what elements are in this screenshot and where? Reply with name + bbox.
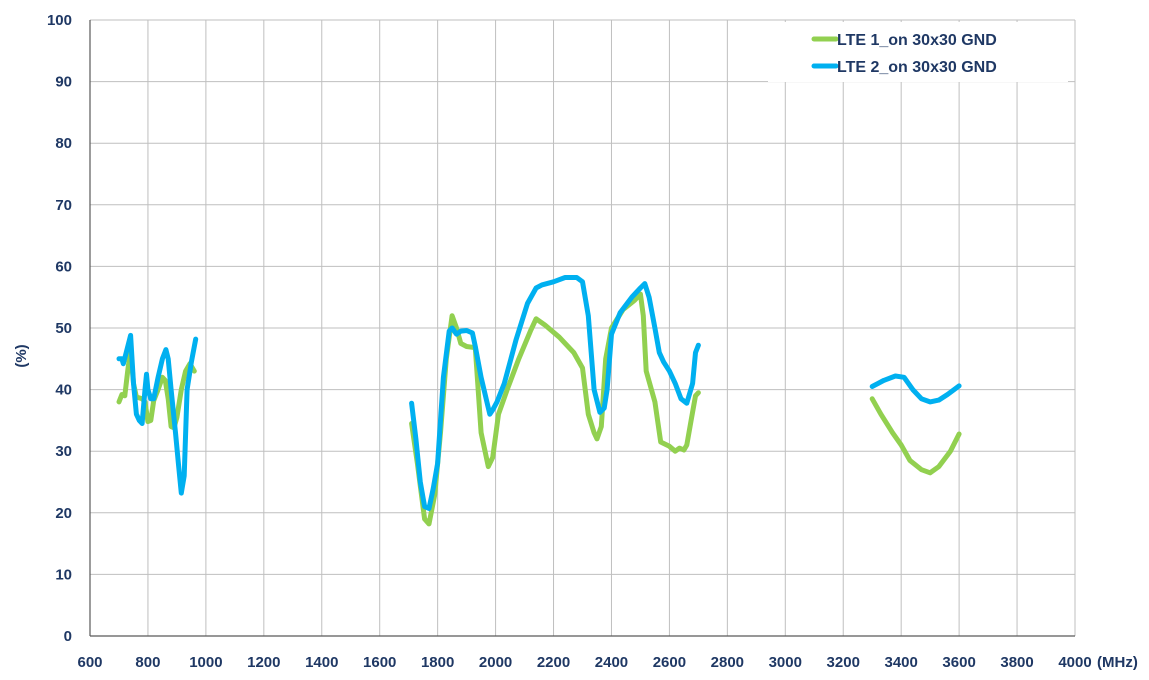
x-tick-label: 1200 — [247, 654, 280, 671]
x-tick-label: 3800 — [1000, 654, 1033, 671]
y-tick-label: 0 — [64, 628, 72, 645]
x-tick-label: 1800 — [421, 654, 454, 671]
y-tick-label: 60 — [55, 258, 72, 275]
x-tick-label: 3000 — [769, 654, 802, 671]
x-tick-label: 3400 — [884, 654, 917, 671]
x-tick-label: 1400 — [305, 654, 338, 671]
y-tick-label: 100 — [47, 12, 72, 29]
x-tick-label: 2000 — [479, 654, 512, 671]
grid — [90, 19, 1076, 636]
legend-background — [768, 22, 1068, 82]
legend-label-lte2: LTE 2_on 30x30 GND — [837, 59, 997, 76]
series-line-1-segment-2 — [409, 291, 701, 527]
series-line-2-segment-1 — [116, 332, 199, 496]
x-tick-label: 2400 — [595, 654, 628, 671]
x-tick-label: 1600 — [363, 654, 396, 671]
x-tick-label: 1000 — [189, 654, 222, 671]
y-tick-label: 80 — [55, 135, 72, 152]
axes — [89, 20, 1075, 637]
x-tick-label: 4000 — [1058, 654, 1091, 671]
y-tick-label: 90 — [55, 74, 72, 91]
x-tick-label: 2600 — [653, 654, 686, 671]
x-axis-title: (MHz) — [1097, 654, 1138, 671]
y-tick-label: 10 — [55, 566, 72, 583]
series-line-2-segment-2 — [409, 275, 701, 511]
x-tick-label: 2200 — [537, 654, 570, 671]
x-tick-label: 3600 — [942, 654, 975, 671]
y-tick-label: 40 — [55, 382, 72, 399]
series-lines — [116, 275, 962, 527]
legend-label-lte1: LTE 1_on 30x30 GND — [837, 32, 997, 49]
y-axis-title: (%) — [13, 344, 30, 367]
x-tick-label: 800 — [135, 654, 160, 671]
x-tick-label: 3200 — [827, 654, 860, 671]
legend: LTE 1_on 30x30 GND LTE 2_on 30x30 GND — [768, 22, 1068, 82]
y-tick-label: 20 — [55, 505, 72, 522]
y-tick-label: 30 — [55, 443, 72, 460]
y-tick-label: 70 — [55, 197, 72, 214]
y-tick-label: 50 — [55, 320, 72, 337]
x-tick-label: 2800 — [711, 654, 744, 671]
x-tick-label: 600 — [77, 654, 102, 671]
x-tick-labels: 600 800 1000 1200 1400 1600 1800 2000 2200 2400 26… — [77, 654, 1091, 671]
series-line-2-segment-3 — [869, 373, 962, 405]
y-tick-labels: 0 10 20 30 40 50 60 70 80 90 100 — [47, 12, 72, 645]
series-line-1-segment-3 — [869, 396, 962, 476]
